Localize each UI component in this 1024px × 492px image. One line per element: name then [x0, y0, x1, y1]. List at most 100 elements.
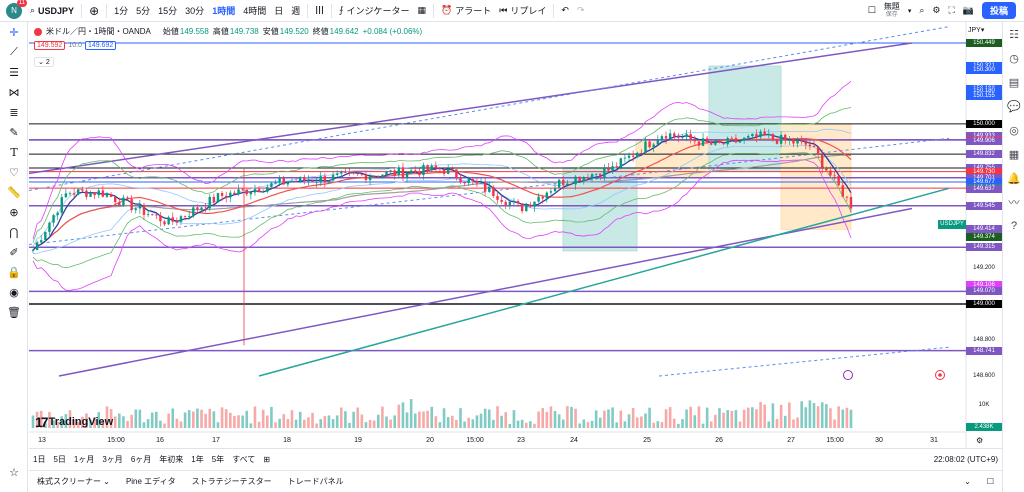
- lock-tool[interactable]: 🔒: [0, 262, 28, 282]
- layout-menu-button[interactable]: ▾: [904, 0, 916, 22]
- trend-line-icon: ⟋: [10, 45, 18, 58]
- volume-bar: [360, 414, 364, 428]
- delete-tool[interactable]: 🗑: [0, 302, 28, 322]
- interval-7[interactable]: 週: [291, 6, 301, 16]
- range-5[interactable]: 年初来: [159, 455, 184, 464]
- hide-tool[interactable]: ◉: [0, 282, 28, 302]
- fib-tool[interactable]: ≣: [0, 102, 28, 122]
- range-0[interactable]: 1日: [33, 455, 46, 464]
- ruler-tool[interactable]: 📏: [0, 182, 28, 202]
- calendar-button[interactable]: ▦: [1003, 142, 1024, 166]
- layout-select-icon[interactable]: ☐: [864, 0, 880, 22]
- panel-maximize-button[interactable]: ☐: [979, 477, 1002, 486]
- interval-0[interactable]: 1分: [114, 6, 129, 16]
- volume-bar: [660, 422, 664, 428]
- series-title[interactable]: 米ドル／円・1時間・OANDA: [46, 27, 151, 36]
- interval-6[interactable]: 日: [274, 6, 284, 16]
- range-2[interactable]: 1ヶ月: [73, 455, 95, 464]
- volume-bar: [368, 419, 372, 428]
- range-8[interactable]: すべて: [232, 455, 256, 464]
- watchlist-button[interactable]: ☷: [1003, 22, 1024, 46]
- chart-style-button[interactable]: ǀǀǀ: [311, 0, 328, 22]
- quick-search-button[interactable]: ⌕: [915, 0, 928, 22]
- range-6[interactable]: 1年: [191, 455, 204, 464]
- trend-line-upper[interactable]: [29, 42, 913, 175]
- range-4[interactable]: 6ヶ月: [130, 455, 152, 464]
- panel-tab-2[interactable]: ストラテジーテスター: [191, 477, 272, 486]
- candle-body: [245, 189, 248, 195]
- help-icon: ?: [1010, 220, 1018, 232]
- trend-line-dashed-lower[interactable]: [658, 346, 950, 377]
- brush-tool[interactable]: ✎: [0, 122, 28, 142]
- range-3[interactable]: 3ヶ月: [102, 455, 123, 464]
- stay-drawing-tool[interactable]: ✐: [0, 242, 28, 262]
- candle-body: [829, 170, 832, 176]
- panel-tab-1[interactable]: Pine エディタ: [125, 477, 176, 486]
- post-button[interactable]: 投稿: [981, 2, 1016, 19]
- live-marker[interactable]: [935, 370, 945, 380]
- tradingview-logo[interactable]: 17 TradingView: [35, 414, 113, 430]
- currency-label[interactable]: JPY▾: [968, 26, 984, 34]
- candle-body: [261, 191, 265, 193]
- symbol-search[interactable]: ⌕ USDJPY: [26, 0, 78, 22]
- high-value: 149.738: [229, 27, 259, 36]
- pulse-button[interactable]: 〰: [1003, 190, 1024, 214]
- panel-tab-0[interactable]: 株式スクリーナー ⌄: [37, 477, 110, 486]
- volume-bar: [401, 402, 405, 428]
- notifications-button[interactable]: 🔔: [1003, 166, 1024, 190]
- price-chart[interactable]: [29, 22, 1002, 448]
- fullscreen-button[interactable]: ⛶: [944, 0, 958, 22]
- trend-line-green[interactable]: [258, 187, 950, 377]
- user-avatar[interactable]: N 11: [6, 0, 27, 19]
- volume-bar: [742, 409, 746, 428]
- alert-button[interactable]: ⏰ アラート: [437, 0, 495, 22]
- trend-line-tool[interactable]: ⟋: [0, 42, 28, 62]
- replay-button[interactable]: ⏮ リプレイ: [495, 0, 550, 22]
- clock[interactable]: 22:08:02 (UTC+9): [933, 455, 998, 464]
- right-widget-bar: ☷ ◷ ▤ 💬 ◎ ▦ 🔔 〰 ?: [1002, 22, 1024, 492]
- volume-bar: [779, 404, 783, 428]
- crosshair-tool[interactable]: ✛: [0, 22, 28, 42]
- square-icon: ☐: [867, 5, 876, 15]
- zoom-tool[interactable]: ⊕: [0, 202, 28, 222]
- range-1[interactable]: 5日: [53, 455, 66, 464]
- object-tree-tool[interactable]: ☆: [0, 462, 28, 482]
- indicator-collapse-button[interactable]: ⌄ 2: [34, 57, 54, 67]
- event-marker[interactable]: [843, 370, 853, 380]
- text-tool[interactable]: T: [0, 142, 28, 162]
- help-button[interactable]: ?: [1003, 214, 1024, 238]
- indicators-button[interactable]: ⨍ インジケーター: [335, 0, 414, 22]
- bid-button[interactable]: 149.592: [34, 41, 66, 50]
- alerts-panel-button[interactable]: ◷: [1003, 46, 1024, 70]
- compare-button[interactable]: ⊕: [85, 0, 103, 22]
- volume-bar: [607, 409, 610, 428]
- magnet-tool[interactable]: ⋂: [0, 222, 28, 242]
- interval-5[interactable]: 4時間: [243, 6, 267, 16]
- panel-minimize-button[interactable]: ⌄: [956, 477, 979, 486]
- settings-button[interactable]: ⚙: [928, 0, 944, 22]
- interval-3[interactable]: 30分: [185, 6, 205, 16]
- snapshot-button[interactable]: 📷: [959, 0, 978, 22]
- templates-button[interactable]: ▦: [414, 0, 431, 22]
- object-tree-button[interactable]: ▤: [1003, 70, 1024, 94]
- emoji-tool[interactable]: ♡: [0, 162, 28, 182]
- chat-button[interactable]: 💬: [1003, 94, 1024, 118]
- goto-date-button[interactable]: ⊞: [259, 455, 274, 464]
- layout-name[interactable]: 無題 保存: [880, 0, 904, 22]
- axis-settings-button[interactable]: ⚙: [976, 436, 983, 445]
- candle-body: [294, 181, 298, 183]
- interval-1[interactable]: 5分: [136, 6, 151, 16]
- ask-button[interactable]: 149.692: [84, 41, 117, 50]
- indicators-icon: ⨍: [338, 5, 344, 15]
- ideas-button[interactable]: ◎: [1003, 118, 1024, 142]
- pattern-tool[interactable]: ⋈: [0, 82, 28, 102]
- redo-button[interactable]: ↷: [573, 0, 589, 22]
- notification-badge: 11: [16, 0, 27, 7]
- interval-4[interactable]: 1時間: [212, 6, 236, 16]
- candle-body: [434, 165, 438, 169]
- range-7[interactable]: 5年: [211, 455, 225, 464]
- interval-2[interactable]: 15分: [158, 6, 178, 16]
- panel-tab-3[interactable]: トレードパネル: [287, 477, 344, 486]
- horizontal-line-tool[interactable]: ☰: [0, 62, 28, 82]
- undo-button[interactable]: ↶: [557, 0, 573, 22]
